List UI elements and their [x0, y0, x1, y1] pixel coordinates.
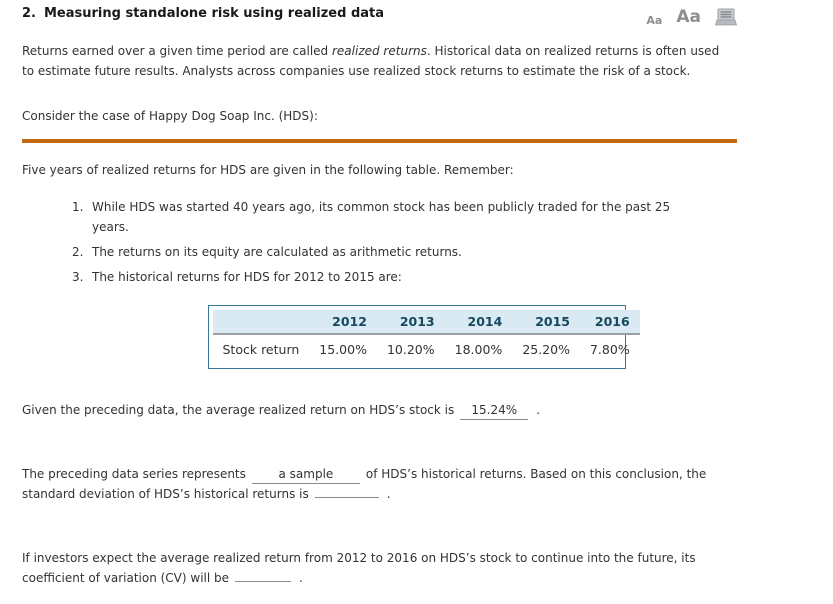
list-item-number: 3. [72, 270, 84, 284]
question-number: 2. [22, 6, 36, 21]
printer-icon[interactable] [714, 8, 738, 28]
return-value: 7.80% [589, 342, 630, 357]
consider-line: Consider the case of Happy Dog Soap Inc.… [22, 109, 318, 123]
question-title: Measuring standalone risk using realized… [43, 6, 385, 21]
sample-answer-field[interactable]: a sample [251, 466, 360, 484]
list-item-line: The historical returns for HDS for 2012 … [92, 270, 402, 284]
intro-line1-pre: Returns earned over a given time period … [22, 44, 332, 58]
table-header-row: 2012 2013 2014 2015 2016 [212, 310, 640, 335]
table-header-empty [212, 310, 310, 335]
intro-line1-post: . Historical data on realized returns is… [426, 44, 720, 58]
table-header-year: 2013 [376, 310, 445, 335]
row-label: Stock return [222, 342, 300, 357]
list-item-line: years. [92, 220, 129, 234]
list-item-line: While HDS was started 40 years ago, its … [92, 200, 671, 214]
average-return-answer-field[interactable]: 15.24% [460, 402, 529, 420]
q2-line-2: standard deviation of HDS’s historical r… [22, 484, 811, 504]
q3-line2-pre: coefficient of variation (CV) will be [22, 571, 230, 585]
intro-line1-italic: realized returns [331, 44, 427, 58]
table-header-year: 2014 [444, 310, 513, 335]
display-toolbar: Aa Aa [646, 8, 811, 26]
stddev-answer-field[interactable] [314, 497, 379, 498]
intro-paragraph: Returns earned over a given time period … [22, 41, 811, 81]
list-item-line: The returns on its equity are calculated… [92, 245, 462, 259]
return-value: 15.00% [319, 342, 367, 357]
q2-line-1: The preceding data series represents a sa… [22, 464, 811, 484]
list-item-number: 2. [72, 245, 84, 259]
question-sample-stddev: The preceding data series represents a sa… [22, 464, 811, 504]
q2-line1-pre: The preceding data series represents [22, 467, 246, 481]
list-item: 2. The returns on its equity are calcula… [22, 242, 811, 262]
font-size-small-button[interactable]: Aa [646, 14, 663, 27]
section-divider [22, 139, 737, 143]
cv-answer-field[interactable] [235, 581, 292, 582]
intro-line-2: to estimate future results. Analysts acr… [22, 64, 691, 78]
font-size-large-button[interactable]: Aa [676, 7, 701, 27]
numbered-list: 1. While HDS was started 40 years ago, i… [22, 197, 811, 287]
q1-period: . [536, 403, 541, 417]
return-value: 25.20% [522, 342, 570, 357]
section-intro: Five years of realized returns for HDS a… [22, 163, 514, 177]
q2-period: . [386, 487, 391, 501]
list-item-number: 1. [72, 200, 84, 214]
header: 2. Measuring standalone risk using realiz… [22, 6, 811, 26]
returns-table: 2012 2013 2014 2015 2016 Stock return 15… [207, 305, 640, 369]
table-row: Stock return 15.00% 10.20% 18.00% 25.20%… [213, 334, 640, 364]
list-item: 3. The historical returns for HDS for 20… [22, 267, 811, 287]
q1-text: Given the preceding data, the average re… [22, 403, 455, 417]
intro-line-1: Returns earned over a given time period … [22, 41, 811, 61]
q3-line-1: If investors expect the average realized… [22, 551, 696, 565]
list-item-body: The historical returns for HDS for 2012 … [92, 267, 811, 287]
table-header-year: 2012 [309, 310, 377, 335]
question-cv: If investors expect the average realized… [22, 548, 811, 588]
return-value: 10.20% [386, 342, 435, 357]
table-header-year: 2015 [512, 310, 580, 335]
q3-period: . [299, 571, 303, 585]
page-title: 2. Measuring standalone risk using realiz… [22, 6, 384, 21]
list-item-body: The returns on its equity are calculated… [92, 242, 811, 262]
q3-line-2: coefficient of variation (CV) will be. [22, 568, 811, 588]
q2-line2-pre: standard deviation of HDS’s historical r… [22, 487, 309, 501]
table-header-year: 2016 [579, 310, 640, 335]
q2-line1-post: of HDS’s historical returns. Based on th… [365, 467, 707, 481]
list-item-body: While HDS was started 40 years ago, its … [92, 197, 811, 237]
question-average-return: Given the preceding data, the average re… [22, 400, 811, 420]
return-value: 18.00% [454, 342, 503, 357]
list-item: 1. While HDS was started 40 years ago, i… [22, 197, 811, 237]
